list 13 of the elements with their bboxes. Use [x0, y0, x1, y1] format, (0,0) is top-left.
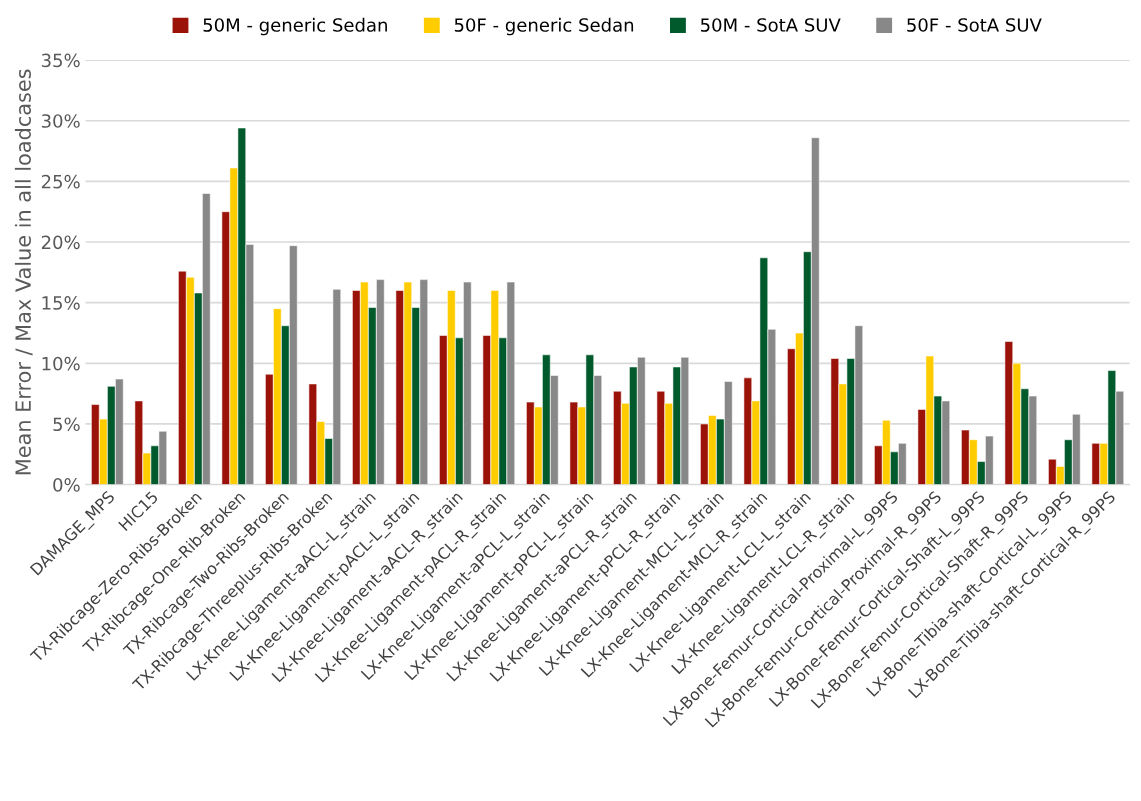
y-tick-label: 10%: [42, 356, 80, 371]
y-tick-label: 0%: [53, 478, 80, 492]
y-tick-label: 25%: [41, 174, 80, 189]
y-tick-label: 35%: [41, 53, 80, 68]
legend-label: 50F - SotA SUV: [907, 18, 1042, 32]
y-axis-title: Mean Error / Max Value in all loadcases: [14, 69, 33, 475]
y-tick-label: 5%: [53, 417, 80, 432]
legend-label: 50F - generic Sedan: [454, 17, 634, 36]
legend-label: 50M - generic Sedan: [203, 17, 387, 36]
legend-label: 50M - SotA SUV: [700, 18, 841, 32]
y-tick-label: 15%: [42, 296, 80, 310]
y-tick-label: 20%: [41, 235, 80, 250]
y-tick-label: 30%: [41, 114, 80, 128]
